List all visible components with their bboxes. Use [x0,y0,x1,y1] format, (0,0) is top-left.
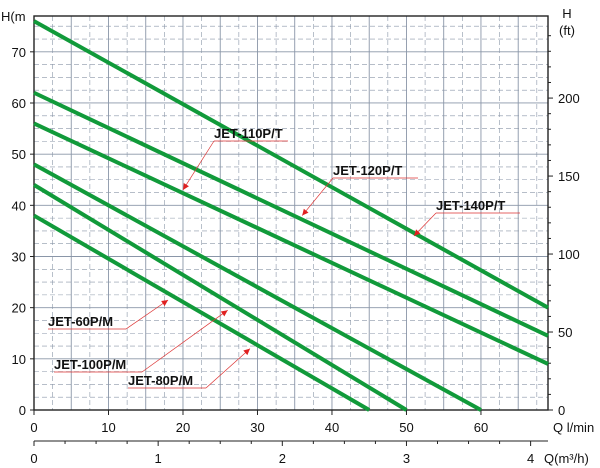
y2-tick-label: 200 [558,91,580,106]
series-line-jet-120p-t [33,90,549,338]
x-tick-label: 0 [30,420,37,435]
leader-line-jet-120p-t [301,177,334,216]
y-tick-label: 0 [19,403,26,418]
arrow-head-jet-140p-t [413,229,421,237]
arrow-head-jet-100p-m [220,310,228,317]
arrow-head-jet-80p-m [243,348,251,356]
y2-tick-label: 100 [558,247,580,262]
series-label-jet-140p-t: JET-140P/T [436,198,505,213]
x2-tick-label: 0 [30,451,37,466]
y2-tick-label: 150 [558,169,580,184]
x2-tick-label: 4 [527,451,534,466]
leader-line-jet-100p-m [141,309,228,373]
series-labels: JET-110P/T JET-120P/T JET-140P/T JET-60P/M J… [48,126,520,389]
x-tick-label: 10 [101,420,115,435]
series-label-jet-80p-m: JET-80P/M [128,373,193,388]
series-line-jet-140p-t [33,19,549,310]
x-tick-label: 20 [176,420,190,435]
series-label-jet-60p-m: JET-60P/M [48,314,113,329]
y-tick-label: 20 [12,301,26,316]
y-tick-label: 50 [12,147,26,162]
y-tick-label: 60 [12,96,26,111]
y2-axis-title-line2: (ft) [559,23,575,38]
leader-line-jet-110p-t [182,140,215,191]
series-label-jet-110p-t: JET-110P/T [214,126,283,141]
y2-tick-label: 0 [558,403,565,418]
series-line-jet-110p-t [33,121,549,366]
arrow-head-jet-110p-t [182,183,189,190]
grid [34,16,548,410]
x2-axis-title: Q(m³/h) [544,451,589,466]
y-tick-label: 10 [12,352,26,367]
series-lines [32,19,549,412]
series-label-jet-100p-m: JET-100P/M [54,357,126,372]
x2-tick-label: 2 [279,451,286,466]
series-line-jet-80p-m [32,183,408,412]
series-label-jet-120p-t: JET-120P/T [333,163,402,178]
y-tick-label: 30 [12,249,26,264]
leader-line-jet-60p-m [125,299,169,330]
y-tick-label: 70 [12,45,26,60]
arrow-head-jet-60p-m [161,299,169,307]
leader-line-jet-80p-m [205,348,251,389]
axis-titles: H(m H (ft) Q l/min Q(m³/h) [1,6,594,466]
x-tick-label: 50 [399,420,413,435]
series-line-jet-100p-m [33,162,482,412]
x-tick-label: 30 [250,420,264,435]
x-tick-label: 40 [325,420,339,435]
y2-tick-label: 50 [558,325,572,340]
y2-axis-title-line1: H [562,6,571,21]
plot-frame [33,15,549,411]
x2-tick-label: 3 [403,451,410,466]
y-axis-title: H(m [1,9,26,24]
x-tick-label: 60 [474,420,488,435]
x2-tick-label: 1 [155,451,162,466]
arrow-head-jet-120p-t [302,208,309,216]
y-tick-label: 40 [12,198,26,213]
series-line-jet-60p-m [32,213,371,412]
x-axis-title: Q l/min [553,420,594,435]
